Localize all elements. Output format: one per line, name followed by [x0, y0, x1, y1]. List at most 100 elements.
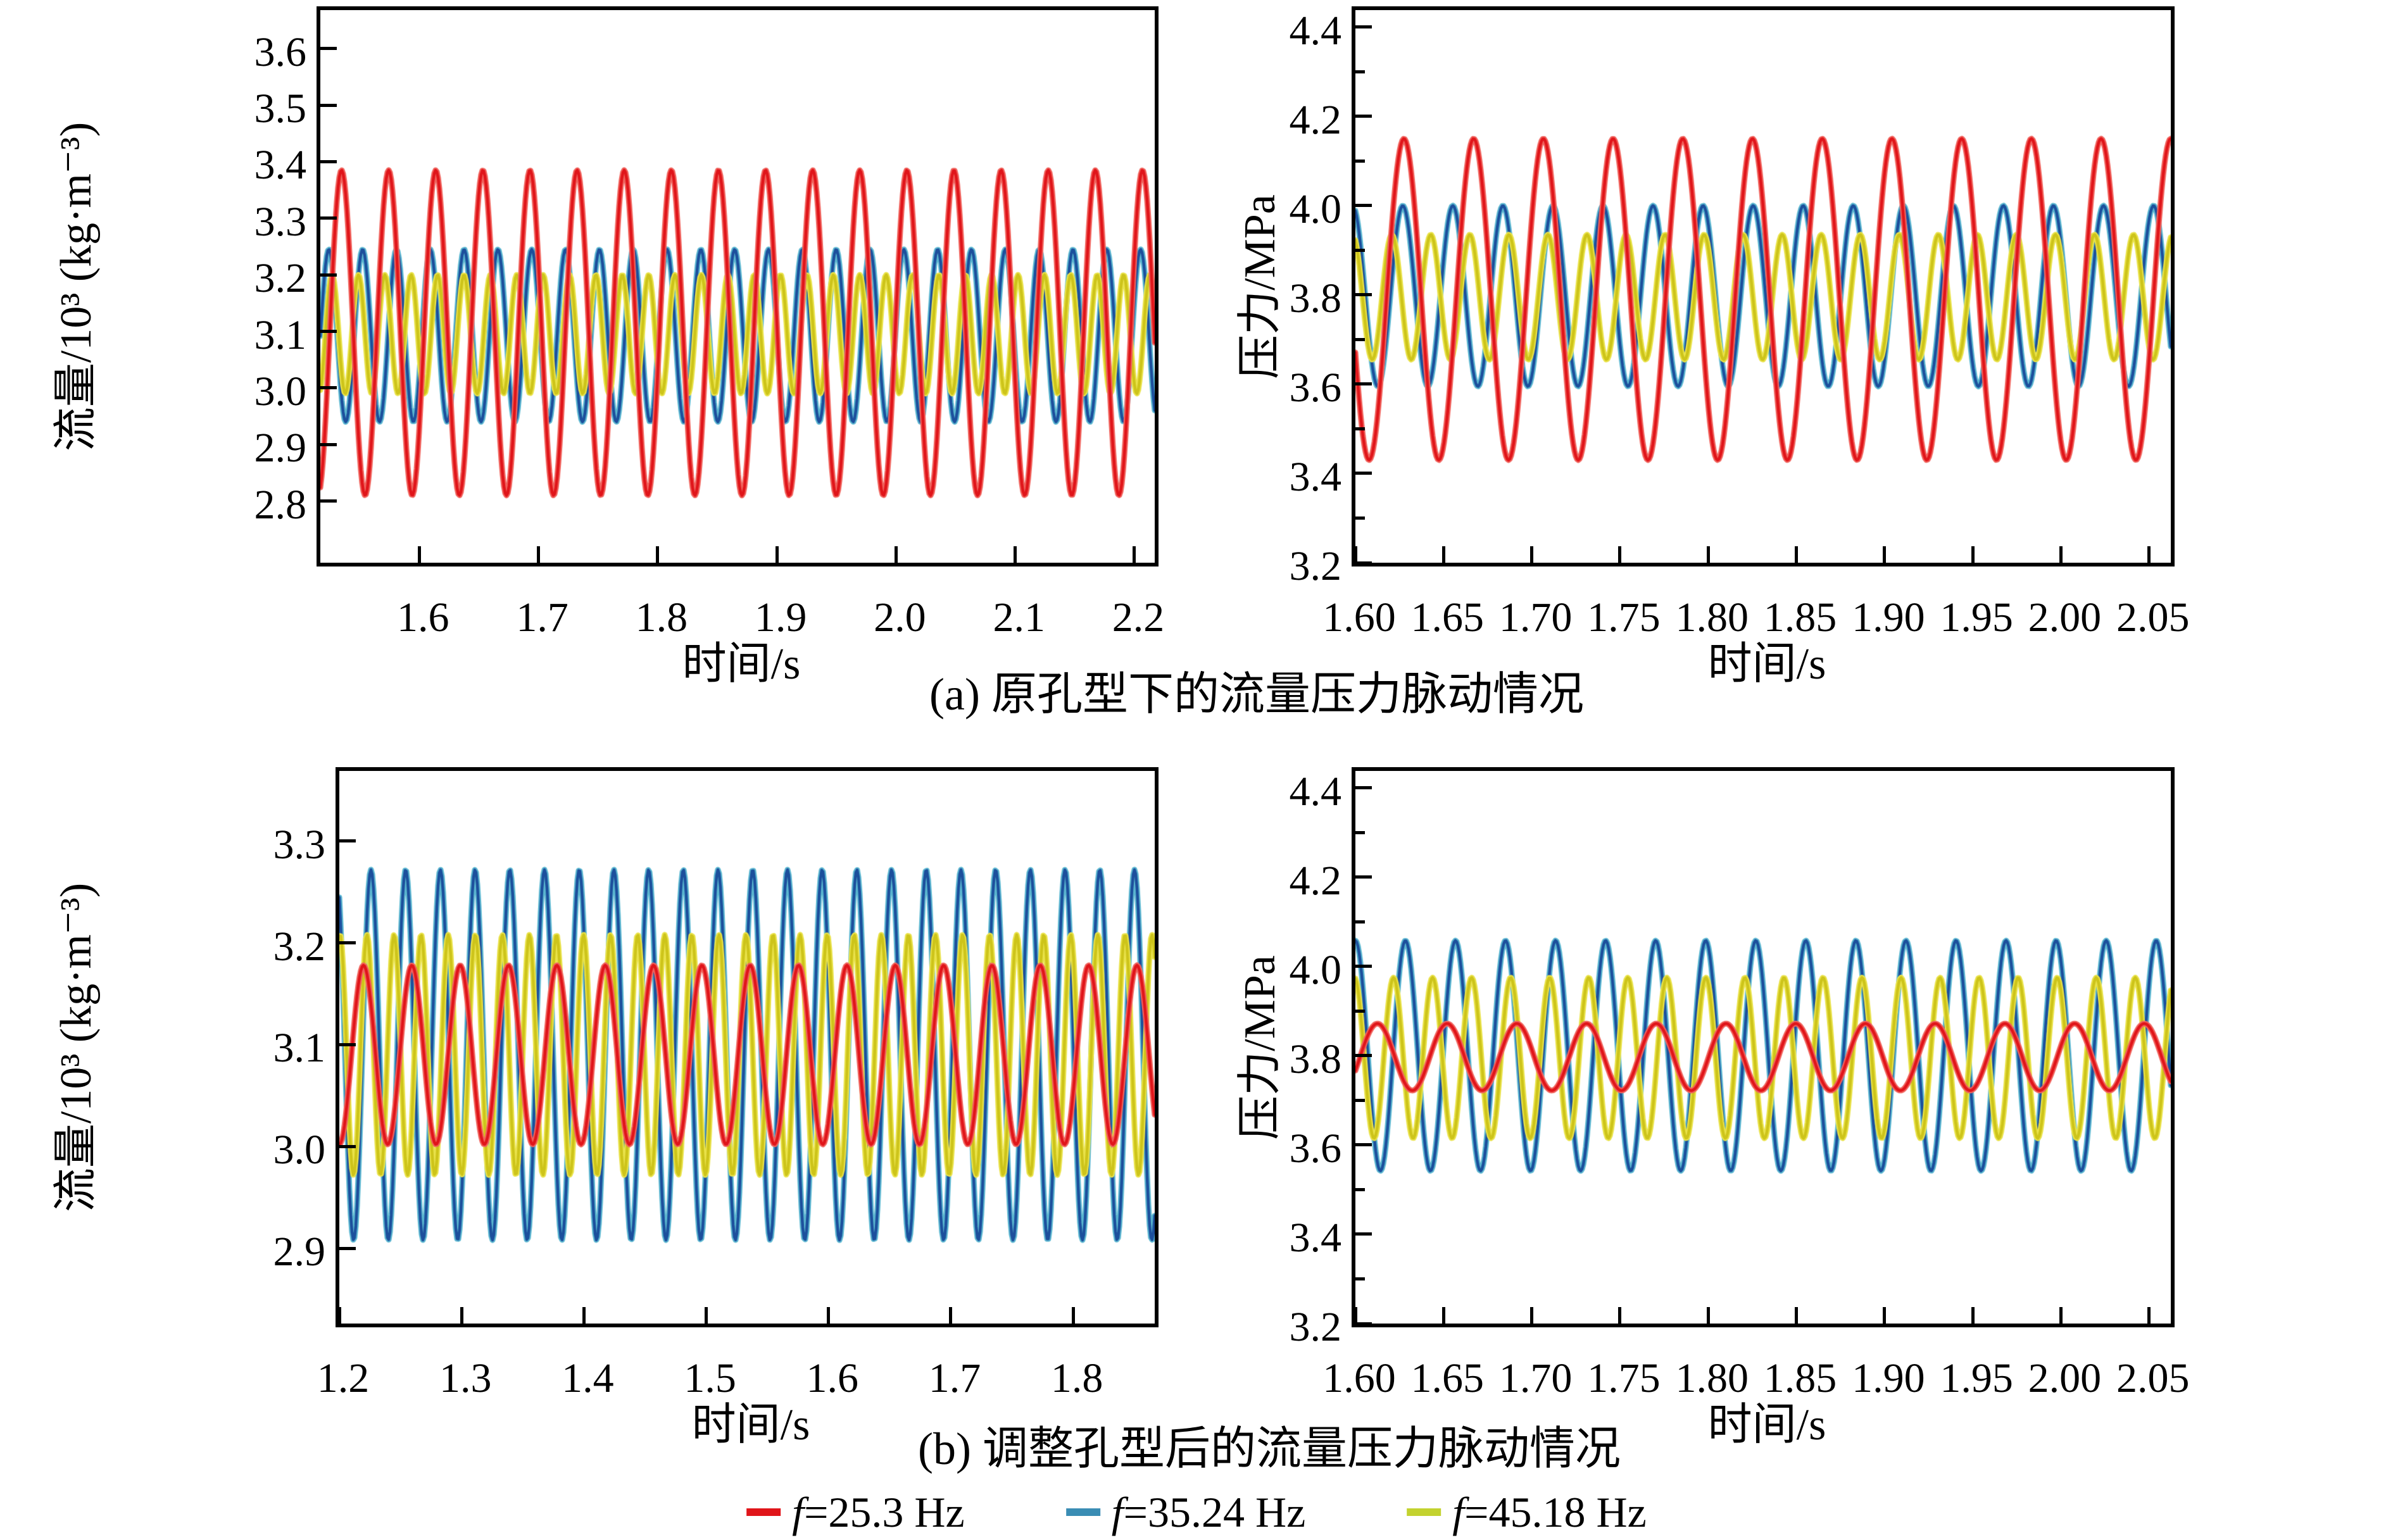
y-minor-tick: [1355, 920, 1365, 923]
x-tick-label: 1.70: [1498, 594, 1573, 641]
x-tick: [894, 546, 898, 563]
x-tick-label: 1.95: [1940, 594, 2013, 641]
y-tick-label: 3.5: [254, 85, 307, 132]
y-tick: [320, 386, 337, 390]
y-axis-label-flow-adjusted: 流量/10³ (kg·m⁻³): [52, 882, 101, 1212]
y-tick-label: 3.1: [273, 1025, 326, 1072]
x-tick-label: 1.9: [754, 594, 807, 641]
x-tick-label: 1.60: [1322, 1355, 1396, 1401]
y-minor-tick: [1355, 1009, 1365, 1013]
y-minor-tick: [1355, 159, 1365, 163]
x-tick: [2059, 546, 2063, 563]
y-tick-label: 2.9: [273, 1229, 326, 1275]
chart-flow-original: 1.6 1.7 1.8 1.9 2.0 2.1 2.2 2.8 2.9 3.0 3.1 3.2 3.3 3…: [52, 6, 1164, 688]
y-minor-tick: [1355, 1098, 1365, 1102]
y-axis-label-pressure-adjusted: 压力/MPa: [1236, 955, 1284, 1140]
x-tick-label: 1.3: [439, 1355, 492, 1401]
legend-swatch: [1065, 1508, 1100, 1516]
x-tick: [1971, 1307, 1975, 1324]
x-tick: [1795, 1307, 1799, 1324]
x-tick: [827, 1307, 831, 1324]
y-tick-label: 3.4: [1289, 1214, 1342, 1261]
x-tick-label: 2.00: [2028, 1355, 2102, 1401]
y-tick: [320, 160, 337, 163]
x-tick: [1014, 546, 1017, 563]
x-tick: [1530, 546, 1534, 563]
y-tick-label: 4.0: [1289, 185, 1342, 232]
y-tick-label: 3.2: [1289, 1304, 1342, 1350]
y-tick: [1355, 965, 1372, 968]
y-tick: [1355, 115, 1372, 118]
x-tick-label: 1.85: [1763, 594, 1837, 641]
y-tick-label: 3.8: [1289, 275, 1342, 322]
y-minor-tick: [1355, 830, 1365, 834]
legend-label: f=45.18 Hz: [1452, 1488, 1647, 1536]
x-tick-label: 1.7: [516, 594, 568, 641]
x-axis-label-flow-original: 时间/s: [682, 640, 801, 689]
x-tick-label: 1.8: [635, 594, 688, 641]
x-tick: [1441, 546, 1445, 563]
y-tick: [320, 499, 337, 503]
y-tick: [339, 1042, 356, 1046]
y-minor-tick: [1355, 427, 1365, 430]
y-tick: [1355, 382, 1372, 386]
y-tick: [339, 941, 356, 945]
y-tick-label: 4.2: [1289, 857, 1342, 904]
x-tick: [1354, 1307, 1357, 1324]
chart-canvas-flow-adjusted: [339, 771, 1155, 1324]
y-minor-tick: [1355, 248, 1365, 252]
x-tick: [1706, 1307, 1710, 1324]
chart-canvas-flow-original: [320, 10, 1155, 563]
legend-swatch: [1407, 1508, 1441, 1516]
y-minor-tick: [1355, 516, 1365, 520]
legend-label: f=25.3 Hz: [792, 1488, 965, 1536]
y-tick-label: 3.2: [273, 923, 326, 970]
y-tick: [1355, 1322, 1372, 1325]
y-tick: [1355, 204, 1372, 208]
x-tick-label: 2.05: [2116, 1355, 2190, 1401]
x-tick: [1971, 546, 1975, 563]
x-tick-label: 1.7: [928, 1355, 981, 1401]
y-tick: [320, 330, 337, 334]
y-tick-label: 3.4: [1289, 453, 1342, 500]
y-tick: [339, 1144, 356, 1148]
legend-swatch: [746, 1508, 781, 1516]
legend-item: f=45.18 Hz: [1407, 1489, 1647, 1536]
x-tick-label: 1.80: [1675, 1355, 1749, 1401]
x-tick: [2059, 1307, 2063, 1324]
y-tick-label: 3.3: [273, 821, 326, 868]
x-axis-label-pressure-adjusted: 时间/s: [1707, 1401, 1826, 1449]
x-tick-label: 2.2: [1112, 594, 1165, 641]
y-tick-label: 3.6: [1289, 364, 1342, 411]
y-tick: [1355, 1143, 1372, 1147]
x-tick-label: 2.00: [2028, 594, 2102, 641]
x-tick-label: 1.6: [806, 1355, 859, 1401]
x-tick: [949, 1307, 953, 1324]
caption-panel-a: (a) 原孔型下的流量压力脉动情况: [929, 669, 1584, 720]
plot-area-flow-original: [320, 10, 1155, 563]
y-tick: [1355, 875, 1372, 879]
x-tick-label: 1.65: [1410, 594, 1485, 641]
y-tick-label: 3.2: [254, 255, 307, 302]
y-tick-label: 2.9: [254, 425, 307, 472]
y-axis-label-flow-original: 流量/10³ (kg·m⁻³): [52, 122, 101, 451]
y-tick-label: 4.0: [1289, 946, 1342, 993]
x-tick: [337, 1307, 341, 1324]
plot-area-flow-adjusted: [337, 771, 1155, 1324]
y-tick-label: 3.6: [1289, 1125, 1342, 1172]
x-tick-label: 1.8: [1050, 1355, 1103, 1401]
y-tick: [1355, 293, 1372, 297]
y-tick: [339, 839, 356, 843]
plot-area-pressure-adjusted: [1354, 771, 2171, 1325]
x-tick: [2147, 546, 2151, 563]
x-tick: [460, 1307, 463, 1324]
y-tick: [320, 216, 337, 220]
y-tick-label: 3.0: [273, 1127, 326, 1174]
y-axis-label-pressure-original: 压力/MPa: [1236, 194, 1284, 379]
x-tick: [1071, 1307, 1075, 1324]
y-minor-tick: [1355, 1187, 1365, 1191]
chart-canvas-pressure-original: [1355, 10, 2171, 563]
x-tick-label: 1.75: [1587, 594, 1661, 641]
y-tick: [1355, 1054, 1372, 1058]
